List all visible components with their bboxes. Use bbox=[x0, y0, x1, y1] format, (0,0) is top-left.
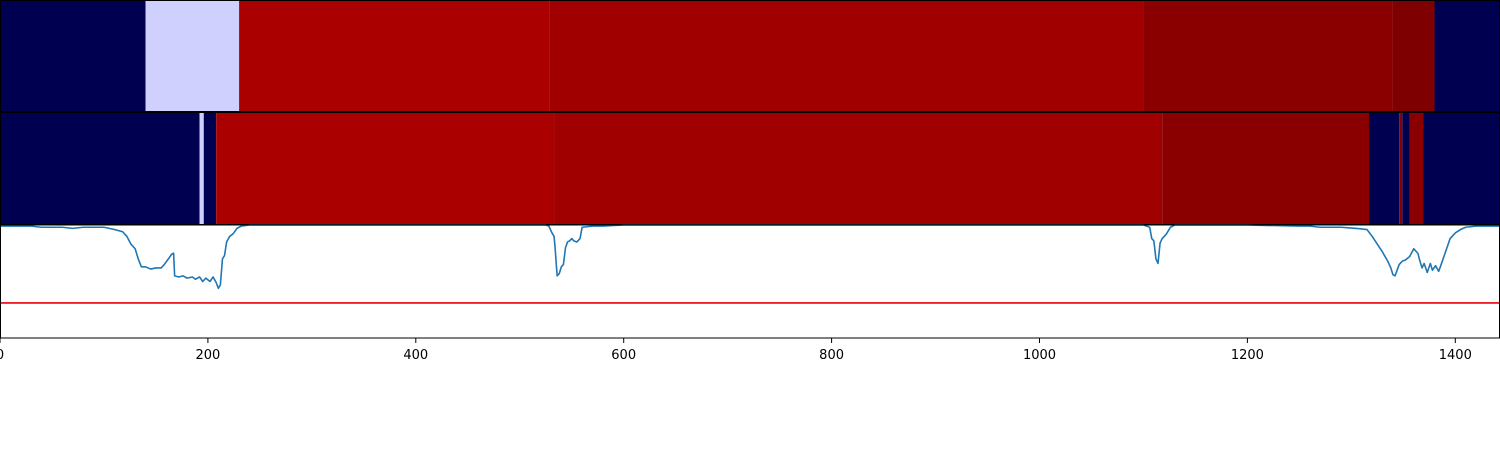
x-tick-label: 800 bbox=[819, 348, 844, 363]
x-tick-label: 1000 bbox=[1023, 348, 1056, 363]
line-panel-frame bbox=[0, 224, 1500, 339]
heatmap-segment bbox=[1369, 113, 1400, 225]
score-line bbox=[0, 224, 1500, 290]
x-tick-label: 200 bbox=[195, 348, 220, 363]
heatmap-segment bbox=[216, 113, 555, 225]
heatmap-segment bbox=[203, 113, 217, 225]
heatmap-segment bbox=[1409, 113, 1424, 225]
x-tick-label: 1400 bbox=[1439, 348, 1472, 363]
line-plot-panel bbox=[0, 224, 1500, 339]
heatmap-segment bbox=[1162, 113, 1370, 225]
heatmap-segment bbox=[1423, 113, 1500, 225]
heatmap-segment bbox=[199, 113, 204, 225]
heatmap-segment bbox=[554, 113, 1163, 225]
heatmap-segment bbox=[549, 1, 1144, 112]
x-axis: 0 200 400 600 800 1000 1200 1400 bbox=[0, 338, 1472, 363]
heatmap-segment bbox=[0, 1, 146, 112]
heatmap-segment bbox=[1402, 113, 1410, 225]
x-tick-label: 400 bbox=[403, 348, 428, 363]
heatmap-segment bbox=[145, 1, 240, 112]
heatmap-segment bbox=[0, 113, 200, 225]
x-tick-label: 1200 bbox=[1231, 348, 1264, 363]
heatmap-top bbox=[0, 0, 1500, 112]
heatmap-segment bbox=[1399, 113, 1403, 225]
heatmap-segment bbox=[1434, 1, 1500, 112]
x-tick-label: 0 bbox=[0, 348, 4, 363]
heatmap-bottom bbox=[0, 112, 1500, 225]
heatmap-segment bbox=[1143, 1, 1393, 112]
heatmap-segment bbox=[1392, 1, 1435, 112]
x-tick-label: 600 bbox=[611, 348, 636, 363]
heatmap-segment bbox=[239, 1, 550, 112]
